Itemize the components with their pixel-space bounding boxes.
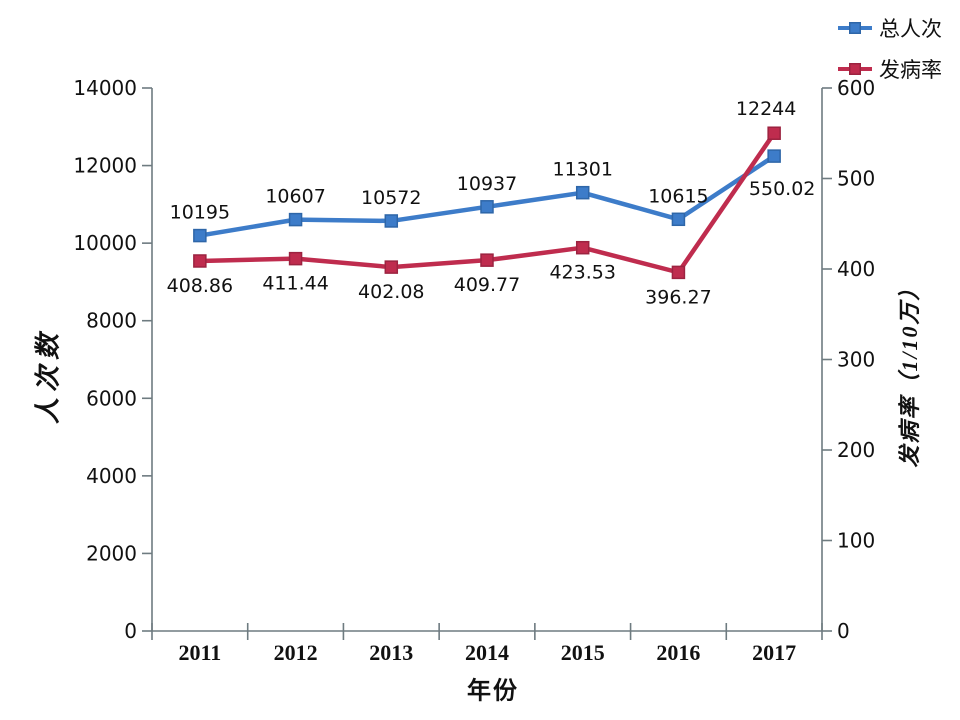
data-label: 10572: [361, 187, 421, 209]
right-tick-label: 500: [837, 167, 875, 191]
data-label: 10195: [170, 202, 230, 224]
data-point-marker: [575, 240, 590, 255]
x-tick-label: 2015: [561, 640, 605, 665]
left-tick-label: 4000: [86, 464, 137, 488]
left-tick-label: 12000: [73, 154, 137, 178]
left-tick-label: 6000: [86, 386, 137, 410]
right-tick-label: 300: [837, 348, 875, 372]
legend-label-incidence-rate: 发病率: [879, 58, 942, 82]
right-axis-title: 发病率（1/10万）: [897, 276, 922, 468]
data-point-marker: [384, 214, 399, 228]
legend: 总人次 发病率: [838, 13, 942, 84]
legend-marker-incidence-rate: [838, 62, 872, 76]
data-label: 12244: [736, 98, 796, 120]
left-tick-label: 8000: [86, 309, 137, 333]
data-label: 402.08: [358, 281, 424, 303]
x-tick-label: 2012: [274, 640, 318, 665]
right-tick-label: 400: [837, 257, 875, 281]
data-label: 408.86: [167, 275, 233, 297]
data-point-marker: [193, 254, 207, 268]
data-point-marker: [288, 212, 303, 227]
data-point-marker: [767, 149, 781, 163]
left-axis-title: 人次数: [33, 327, 63, 425]
legend-item-incidence-rate: 发病率: [838, 54, 942, 84]
data-point-marker: [671, 265, 686, 280]
data-label: 396.27: [645, 286, 711, 308]
data-point-marker: [384, 260, 399, 274]
data-label: 550.02: [749, 178, 815, 200]
legend-item-total-visits: 总人次: [838, 13, 942, 43]
right-tick-label: 100: [837, 529, 875, 553]
data-point-marker: [480, 253, 494, 267]
legend-label-total-visits: 总人次: [879, 17, 942, 41]
data-point-marker: [671, 212, 686, 227]
data-label: 10607: [265, 186, 325, 208]
x-axis-title: 年份: [467, 678, 519, 705]
data-point-marker: [480, 200, 494, 214]
data-point-marker: [575, 185, 590, 200]
legend-square-marker-icon: [849, 63, 861, 75]
x-tick-label: 2016: [656, 640, 700, 665]
data-label: 10615: [648, 185, 708, 207]
x-tick-label: 2013: [369, 640, 413, 665]
left-tick-label: 0: [124, 619, 137, 643]
left-tick-label: 14000: [73, 76, 137, 100]
data-point-marker: [767, 126, 781, 140]
x-tick-label: 2017: [752, 640, 796, 665]
right-tick-label: 600: [837, 76, 875, 100]
data-point-marker: [193, 228, 207, 243]
left-tick-label: 10000: [73, 231, 137, 255]
legend-square-marker-icon: [849, 22, 861, 34]
data-label: 423.53: [549, 262, 615, 284]
data-label: 409.77: [454, 274, 520, 296]
x-tick-label: 2011: [178, 640, 221, 665]
left-tick-label: 2000: [86, 541, 137, 565]
data-label: 10937: [457, 173, 517, 195]
data-label: 411.44: [262, 273, 328, 295]
data-label: 11301: [552, 159, 612, 181]
x-tick-label: 2014: [465, 640, 509, 665]
data-point-marker: [288, 251, 303, 266]
right-tick-label: 200: [837, 438, 875, 462]
right-tick-label: 0: [837, 619, 850, 643]
legend-marker-total-visits: [838, 21, 872, 35]
